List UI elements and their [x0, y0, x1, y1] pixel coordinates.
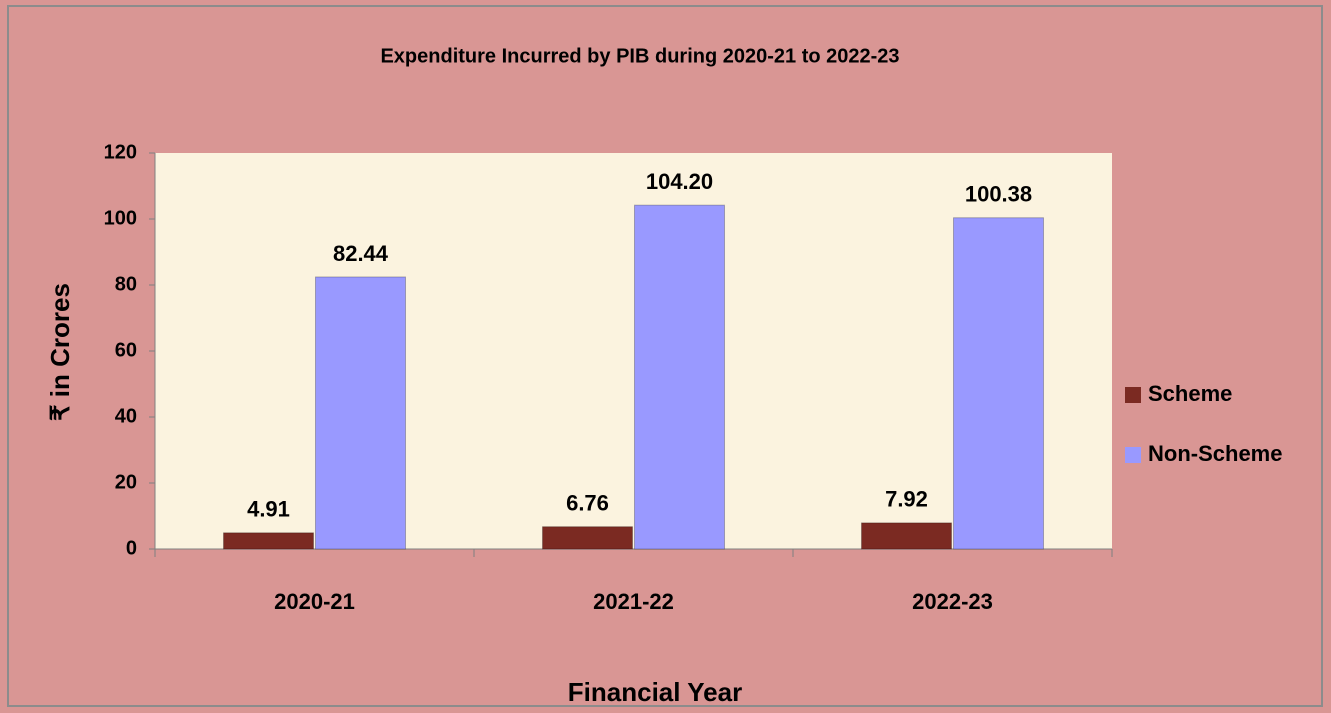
bar	[953, 217, 1044, 550]
x-tick-label: 2022-23	[912, 589, 993, 614]
data-label: 82.44	[333, 241, 389, 266]
y-tick-label: 120	[104, 141, 137, 163]
x-tick-label: 2021-22	[593, 589, 674, 614]
data-label: 104.20	[646, 169, 713, 194]
legend-label: Non-Scheme	[1148, 441, 1282, 466]
x-tick-label: 2020-21	[274, 589, 355, 614]
data-label: 7.92	[885, 487, 928, 512]
y-tick-label: 100	[104, 207, 137, 229]
bar	[315, 276, 406, 550]
y-tick-label: 0	[126, 537, 137, 559]
y-tick-label: 80	[115, 273, 137, 295]
y-tick-label: 60	[115, 339, 137, 361]
bar	[223, 532, 314, 550]
y-axis-title: ₹ in Crores	[45, 283, 75, 421]
data-label: 100.38	[965, 182, 1032, 207]
data-label: 4.91	[247, 497, 290, 522]
data-label: 6.76	[566, 491, 609, 516]
x-axis-title: Financial Year	[568, 677, 742, 707]
legend-swatch	[1125, 447, 1141, 463]
chart-title: Expenditure Incurred by PIB during 2020-…	[380, 45, 899, 67]
legend-swatch	[1125, 387, 1141, 403]
bar	[542, 526, 633, 550]
plot-area	[155, 153, 1112, 549]
y-tick-label: 40	[115, 405, 137, 427]
bar	[634, 204, 725, 550]
bar	[861, 522, 952, 550]
legend-label: Scheme	[1148, 381, 1232, 406]
y-tick-label: 20	[115, 471, 137, 493]
